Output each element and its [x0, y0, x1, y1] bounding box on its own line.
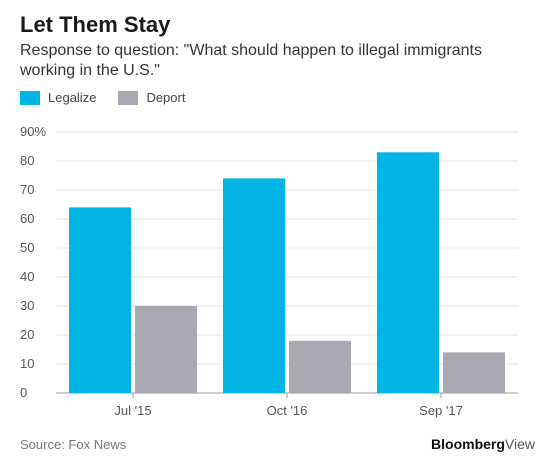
- brand-light: View: [504, 436, 535, 452]
- bar-legalize-1: [223, 178, 285, 393]
- brand-logo: BloombergView: [431, 436, 535, 452]
- legend-item-deport: Deport: [118, 90, 185, 105]
- y-tick-label: 70: [20, 182, 34, 197]
- bar-legalize-2: [377, 152, 439, 393]
- legend-label-legalize: Legalize: [48, 90, 97, 105]
- y-tick-label: 20: [20, 327, 34, 342]
- bar-deport-2: [443, 352, 505, 393]
- legend: Legalize Deport: [20, 90, 207, 105]
- bar-deport-1: [289, 340, 351, 393]
- bar-legalize-0: [69, 207, 131, 393]
- y-tick-label: 80: [20, 153, 34, 168]
- chart-title: Let Them Stay: [20, 12, 171, 37]
- legend-swatch-legalize: [20, 90, 40, 105]
- bar-deport-0: [135, 306, 197, 393]
- x-tick-label: Jul '15: [114, 403, 151, 418]
- legend-label-deport: Deport: [146, 90, 186, 105]
- legend-item-legalize: Legalize: [20, 90, 96, 105]
- y-tick-label: 10: [20, 356, 34, 371]
- y-tick-label: 0: [20, 385, 27, 400]
- y-tick-label: 60: [20, 211, 34, 226]
- y-tick-label: 30: [20, 298, 34, 313]
- y-tick-label: 90%: [20, 124, 46, 139]
- y-tick-label: 50: [20, 240, 34, 255]
- y-tick-label: 40: [20, 269, 34, 284]
- brand-bold: Bloomberg: [431, 436, 505, 452]
- source-note: Source: Fox News: [20, 437, 127, 452]
- x-tick-label: Sep '17: [419, 403, 463, 418]
- chart-subtitle: Response to question: "What should happe…: [20, 42, 482, 79]
- x-tick-label: Oct '16: [267, 403, 308, 418]
- legend-swatch-deport: [118, 90, 139, 105]
